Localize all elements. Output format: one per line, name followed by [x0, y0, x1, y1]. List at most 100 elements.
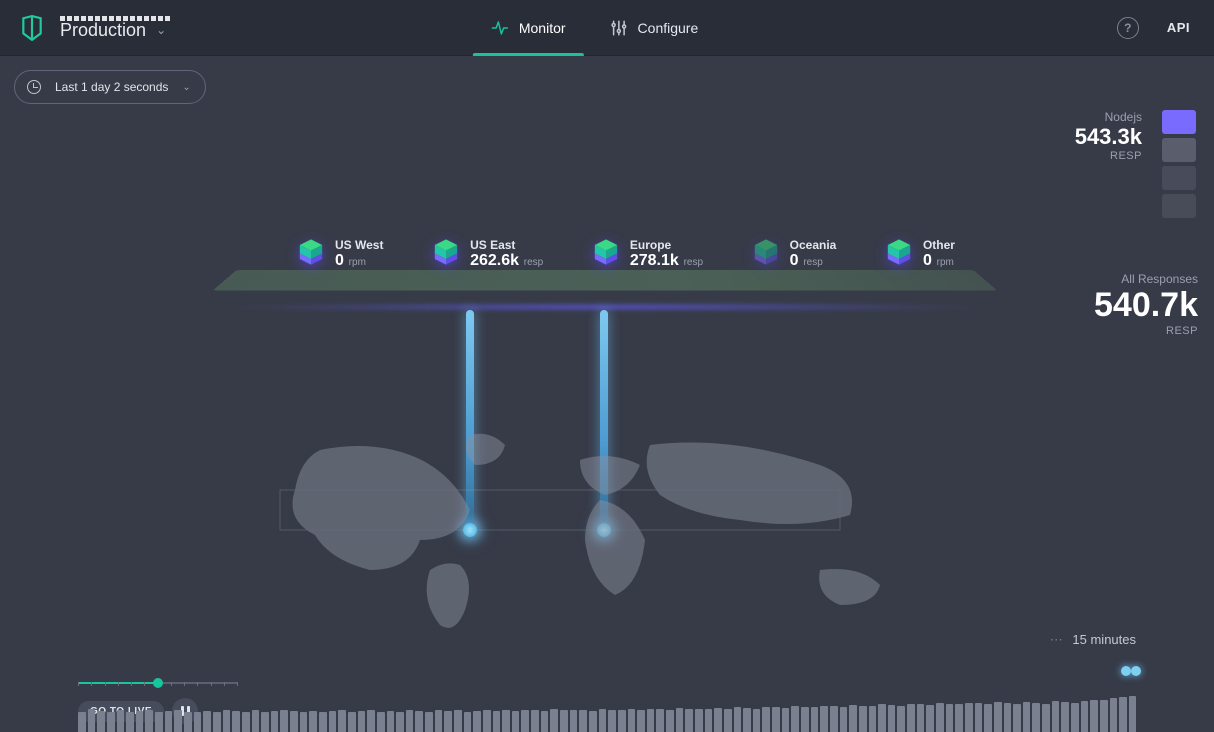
cube-icon — [297, 238, 325, 271]
region-europe[interactable]: Europe 278.1k resp — [592, 238, 703, 271]
timeline-bar — [165, 711, 173, 732]
timeline-bar — [1071, 703, 1079, 732]
timeline-bar — [377, 712, 385, 732]
timeline-bar — [271, 711, 279, 732]
region-unit: resp — [801, 257, 823, 268]
timeline-bar — [897, 706, 905, 732]
tab-configure[interactable]: Configure — [610, 0, 699, 56]
region-name: US West — [335, 239, 383, 252]
timeline-bar — [541, 711, 549, 732]
timeline-bar — [560, 710, 568, 732]
timeline-bar — [946, 704, 954, 732]
timeline-bar — [849, 705, 857, 732]
timeline-bar — [830, 706, 838, 732]
stat-unit: RESP — [1075, 150, 1142, 162]
timeline-bar — [714, 708, 722, 732]
environment-selector[interactable]: Production ⌄ — [60, 16, 170, 40]
region-unit: rpm — [934, 257, 954, 268]
timeline-bar — [338, 710, 346, 732]
timeline-bar — [1090, 700, 1098, 732]
chevron-down-icon: ⌄ — [182, 82, 190, 93]
stat-value: 540.7k — [1075, 286, 1198, 325]
timeline-bar — [454, 710, 462, 732]
timeline-bar — [762, 707, 770, 732]
timeline-bar — [1100, 700, 1108, 732]
timeline-bar — [223, 710, 231, 732]
timeline-bar — [184, 712, 192, 732]
app-logo — [18, 14, 46, 42]
timeline-bar — [994, 702, 1002, 732]
timeline-bar — [387, 711, 395, 732]
timeline-bars[interactable] — [78, 672, 1136, 732]
region-oceania[interactable]: Oceania 0 resp — [752, 238, 837, 271]
time-range-label: Last 1 day 2 seconds — [55, 80, 168, 94]
timeline-bar — [493, 711, 501, 732]
region-us-east[interactable]: US East 262.6k resp — [432, 238, 543, 271]
timeline-bar — [1119, 697, 1127, 732]
timeline-bar — [811, 707, 819, 732]
timeline-bar — [319, 712, 327, 732]
timeline-bar — [261, 712, 269, 732]
topbar-right: ? API — [1117, 17, 1190, 39]
timeline-bar — [1061, 702, 1069, 732]
playhead-dot[interactable] — [1121, 666, 1131, 676]
region-us-west[interactable]: US West 0 rpm — [297, 238, 383, 271]
timeline-bar — [888, 705, 896, 732]
timeline-bar — [1081, 701, 1089, 732]
timeline-bar — [1052, 701, 1060, 732]
configure-icon — [610, 19, 628, 37]
timeline-bar — [801, 707, 809, 732]
region-other[interactable]: Other 0 rpm — [885, 238, 955, 271]
help-icon[interactable]: ? — [1117, 17, 1139, 39]
timeline-bar — [859, 706, 867, 732]
timeline-bar — [126, 712, 134, 732]
timeline-bar — [252, 710, 260, 732]
timeline-bar — [107, 712, 115, 732]
timeline-bar — [618, 710, 626, 732]
drag-handle-icon[interactable]: ⋯ — [1050, 632, 1065, 647]
timeline-bar — [444, 711, 452, 732]
stat-nodejs: Nodejs 543.3k RESP — [1075, 110, 1142, 162]
window-size-label: ⋯ 15 minutes — [1050, 632, 1136, 648]
timeline-bar — [136, 711, 144, 732]
timeline-bar — [1129, 696, 1137, 732]
region-value: 0 — [790, 252, 799, 269]
time-range-selector[interactable]: Last 1 day 2 seconds ⌄ — [14, 70, 206, 104]
timeline-bar — [1004, 703, 1012, 732]
timeline-bar — [589, 711, 597, 732]
world-map — [260, 420, 960, 640]
timeline-bar — [155, 712, 163, 732]
region-value: 278.1k — [630, 252, 679, 269]
tab-monitor[interactable]: Monitor — [491, 0, 566, 56]
timeline-bar — [570, 710, 578, 732]
timeline-bar — [917, 704, 925, 732]
timeline-bar — [685, 709, 693, 732]
cube-icon — [752, 238, 780, 271]
timeline-bar — [705, 709, 713, 732]
stat-unit: RESP — [1075, 325, 1198, 337]
timeline-bar — [396, 712, 404, 732]
timeline-bar — [1032, 703, 1040, 732]
cube-icon — [885, 238, 913, 271]
playhead-dot[interactable] — [1131, 666, 1141, 676]
api-link[interactable]: API — [1167, 20, 1190, 35]
timeline-bar — [473, 711, 481, 732]
timeline-bar — [300, 712, 308, 732]
timeline-bar — [406, 710, 414, 732]
chevron-down-icon: ⌄ — [152, 23, 166, 37]
timeline-bar — [1023, 702, 1031, 732]
timeline-bar — [415, 711, 423, 732]
timeline-bar — [743, 708, 751, 732]
timeline-bar — [97, 711, 105, 732]
region-value: 262.6k — [470, 252, 519, 269]
timeline-bar — [435, 710, 443, 732]
timeline-bar — [724, 709, 732, 732]
timeline-bar — [926, 705, 934, 732]
timeline-bar — [791, 706, 799, 732]
environment-name: Production — [60, 21, 146, 40]
region-name: US East — [470, 239, 543, 252]
timeline-bar — [78, 712, 86, 732]
timeline-bar — [348, 712, 356, 732]
main-tabs: Monitor Configure — [491, 0, 698, 56]
timeline-bar — [907, 704, 915, 732]
